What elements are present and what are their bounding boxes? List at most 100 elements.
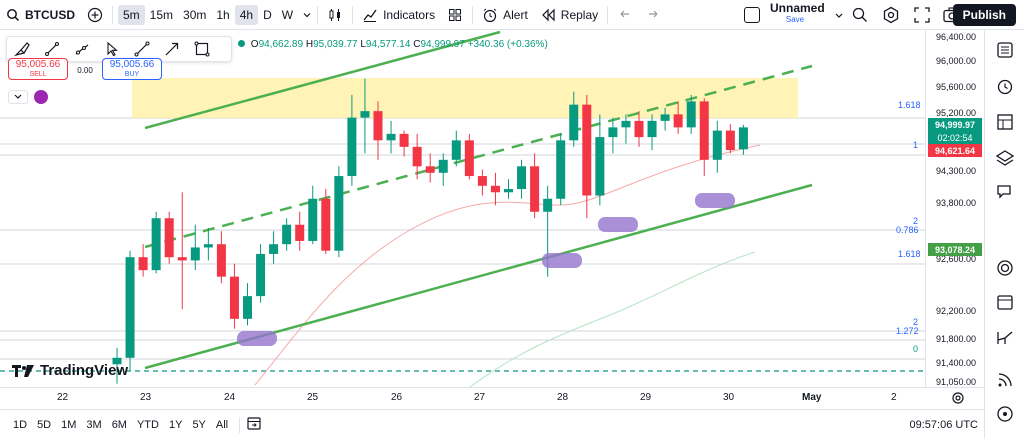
- candle-body[interactable]: [647, 120, 657, 138]
- candle-body[interactable]: [530, 166, 540, 212]
- candle-body[interactable]: [621, 120, 631, 128]
- candle-body[interactable]: [738, 127, 748, 150]
- candle-body[interactable]: [634, 120, 644, 138]
- settings-button[interactable]: [882, 6, 900, 27]
- candle-body[interactable]: [164, 218, 174, 258]
- candle-body[interactable]: [269, 244, 279, 254]
- sell-button[interactable]: 95,005.66 SELL: [8, 58, 68, 80]
- middle-trendline-dashed[interactable]: [144, 64, 813, 249]
- candle-body[interactable]: [556, 140, 566, 199]
- range-3m[interactable]: 3M: [86, 418, 102, 431]
- candle-body[interactable]: [334, 176, 344, 251]
- quick-search-button[interactable]: [851, 6, 869, 27]
- goto-date-button[interactable]: [246, 415, 262, 434]
- layout-checkbox[interactable]: [744, 7, 760, 23]
- candle-body[interactable]: [386, 133, 396, 141]
- layout-menu-chevron[interactable]: [834, 6, 844, 27]
- support-marker[interactable]: [598, 217, 638, 232]
- candle-body[interactable]: [360, 111, 370, 118]
- target-button[interactable]: [993, 256, 1017, 280]
- candle-body[interactable]: [347, 117, 357, 177]
- timeframe-d[interactable]: D: [263, 7, 272, 22]
- watchlist-button[interactable]: [993, 38, 1017, 62]
- ray-tool[interactable]: [71, 39, 93, 59]
- price-chart[interactable]: [0, 30, 925, 387]
- indicators-button[interactable]: Indicators: [356, 0, 441, 30]
- time-axis[interactable]: 22 23 24 25 26 27 28 29 30 May 2: [0, 387, 984, 409]
- candle-body[interactable]: [543, 198, 553, 212]
- candle-body[interactable]: [151, 218, 161, 271]
- publish-button[interactable]: Publish: [952, 4, 1016, 26]
- candle-body[interactable]: [125, 257, 135, 358]
- chat-button[interactable]: [993, 180, 1017, 204]
- support-marker[interactable]: [695, 193, 735, 208]
- price-axis[interactable]: 96,400.00 96,000.00 95,600.00 95,200.00 …: [925, 30, 984, 387]
- cursor-tool[interactable]: [101, 39, 123, 59]
- candle-body[interactable]: [412, 146, 422, 167]
- candle-body[interactable]: [256, 253, 266, 297]
- timeframe-w[interactable]: W: [281, 7, 294, 22]
- range-all[interactable]: All: [215, 418, 229, 431]
- timeframe-15m[interactable]: 15m: [149, 7, 174, 22]
- symbol-search[interactable]: BTCUSD: [0, 0, 81, 30]
- layouts-button[interactable]: [441, 0, 469, 30]
- candle-body[interactable]: [177, 257, 187, 261]
- timeframe-30m[interactable]: 30m: [183, 7, 207, 22]
- candle-body[interactable]: [216, 244, 226, 277]
- layout-name[interactable]: Unnamed Save: [770, 2, 825, 25]
- range-5d[interactable]: 5D: [37, 418, 52, 431]
- candle-body[interactable]: [712, 130, 722, 160]
- trendline-tool[interactable]: [41, 39, 63, 59]
- rectangle-tool[interactable]: [191, 39, 213, 59]
- compare-button[interactable]: [81, 0, 109, 30]
- broadcast-button[interactable]: [993, 368, 1017, 392]
- calendar-button[interactable]: [993, 290, 1017, 314]
- range-5y[interactable]: 5Y: [192, 418, 206, 431]
- range-1m[interactable]: 1M: [61, 418, 77, 431]
- chart-type-button[interactable]: [321, 0, 349, 30]
- pine-editor-button[interactable]: [993, 326, 1017, 350]
- candle-body[interactable]: [595, 137, 605, 196]
- buy-button[interactable]: 95,005.66 BUY: [102, 58, 162, 80]
- timeframe-5m[interactable]: 5m: [118, 4, 145, 25]
- replay-button[interactable]: Replay: [534, 0, 604, 30]
- candle-body[interactable]: [517, 166, 527, 190]
- candle-body[interactable]: [138, 257, 148, 271]
- candle-body[interactable]: [243, 296, 252, 319]
- candle-body[interactable]: [295, 224, 305, 241]
- upper-trendline[interactable]: [144, 30, 501, 130]
- brush-tool[interactable]: [11, 39, 33, 59]
- range-1d[interactable]: 1D: [13, 418, 28, 431]
- arrow-tool[interactable]: [161, 39, 183, 59]
- candle-body[interactable]: [229, 276, 239, 319]
- layers-button[interactable]: [993, 146, 1017, 170]
- candle-body[interactable]: [660, 114, 670, 121]
- candle-body[interactable]: [673, 114, 683, 128]
- candle-body[interactable]: [725, 130, 735, 151]
- clock[interactable]: 09:57:06 UTC: [909, 418, 978, 431]
- help-button[interactable]: [993, 402, 1017, 426]
- redo-button[interactable]: [639, 0, 667, 30]
- fullscreen-button[interactable]: [913, 6, 931, 27]
- candle-body[interactable]: [112, 357, 122, 365]
- alert-button[interactable]: Alert: [476, 0, 534, 30]
- timeframe-1h[interactable]: 1h: [216, 7, 230, 22]
- collapse-legend-button[interactable]: [8, 90, 28, 104]
- candle-body[interactable]: [451, 140, 461, 160]
- candle-body[interactable]: [438, 159, 448, 173]
- range-1y[interactable]: 1Y: [168, 418, 183, 431]
- object-tree-button[interactable]: [993, 110, 1017, 134]
- support-marker[interactable]: [542, 253, 582, 268]
- candle-body[interactable]: [569, 104, 579, 141]
- candle-body[interactable]: [203, 244, 213, 248]
- range-6m[interactable]: 6M: [111, 418, 127, 431]
- alerts-sidebar-button[interactable]: [993, 74, 1017, 98]
- candle-body[interactable]: [490, 185, 500, 193]
- support-marker[interactable]: [237, 331, 277, 346]
- segment-tool[interactable]: [131, 39, 153, 59]
- candle-body[interactable]: [282, 224, 292, 245]
- candle-body[interactable]: [582, 104, 592, 196]
- range-ytd[interactable]: YTD: [136, 418, 159, 431]
- undo-button[interactable]: [611, 0, 639, 30]
- candle-body[interactable]: [373, 111, 383, 141]
